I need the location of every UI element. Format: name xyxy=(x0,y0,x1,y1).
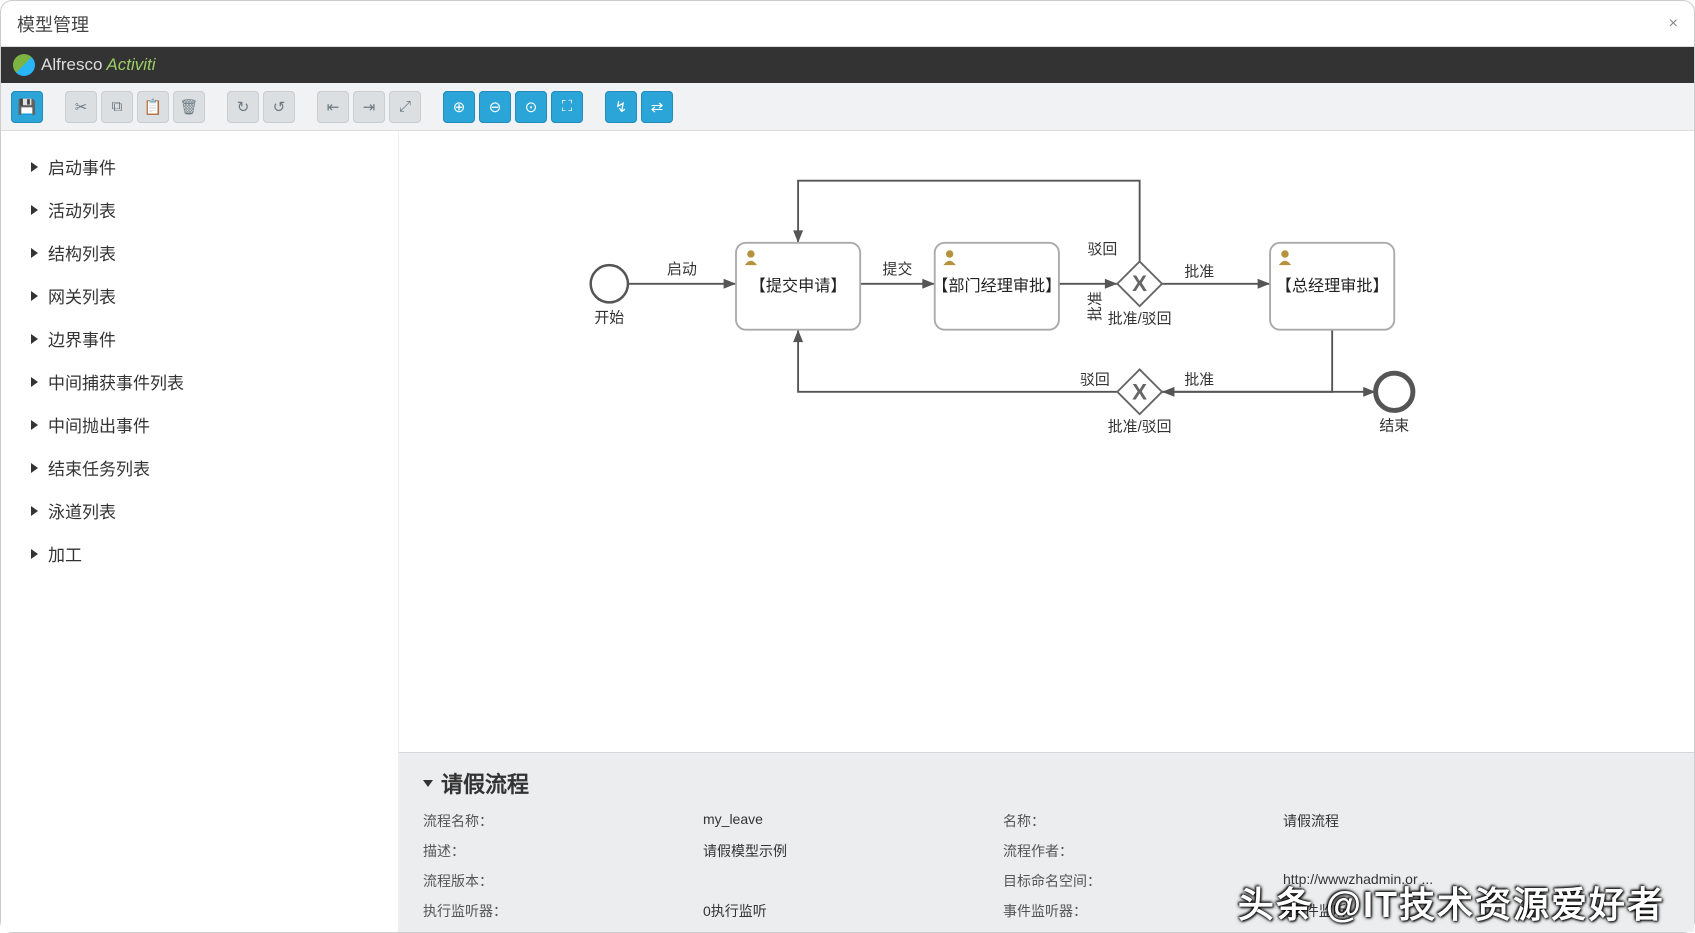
copy-icon[interactable]: ⧉ xyxy=(101,91,133,123)
palette-category-0[interactable]: 启动事件 xyxy=(1,145,398,188)
properties-grid: 流程名称：my_leave名称：请假流程描述：请假模型示例流程作者： 流程版本： 目… xyxy=(423,811,1670,932)
svg-text:批准/驳回: 批准/驳回 xyxy=(1108,311,1172,328)
prop-value[interactable]: 0信号定义 xyxy=(703,931,1003,932)
svg-text:【部门经理审批】: 【部门经理审批】 xyxy=(932,277,1061,295)
svg-text:驳回: 驳回 xyxy=(1087,241,1117,258)
prop-label: 执行监听器： xyxy=(423,901,703,921)
svg-text:提交: 提交 xyxy=(883,260,913,278)
palette-category-1[interactable]: 活动列表 xyxy=(1,188,398,231)
properties-title[interactable]: 请假流程 xyxy=(423,767,1670,799)
palette-sidebar: 启动事件活动列表结构列表网关列表边界事件中间捕获事件列表中间抛出事件结束任务列表… xyxy=(1,131,399,932)
palette-category-8[interactable]: 泳道列表 xyxy=(1,489,398,532)
prop-label: 事件监听器： xyxy=(1003,901,1283,921)
bpmn-svg: 启动提交开始【提交申请】【部门经理审批】【总经理审批】X批准/驳回驳回批准批准X… xyxy=(399,131,1694,752)
prop-label: 目标命名空间： xyxy=(1003,871,1283,891)
palette-category-6[interactable]: 中间抛出事件 xyxy=(1,403,398,446)
zoom-in-icon[interactable]: ⊕ xyxy=(443,91,475,123)
prop-value[interactable]: my_leave xyxy=(703,811,1003,831)
prop-label: 流程作者： xyxy=(1003,841,1283,861)
brand-name-2: Activiti xyxy=(106,55,155,75)
window-title: 模型管理 xyxy=(17,11,89,37)
svg-text:X: X xyxy=(1132,379,1147,404)
bend-add-icon[interactable]: ↯ xyxy=(605,91,637,123)
prop-label: 流程名称： xyxy=(423,811,703,831)
svg-text:批准: 批准 xyxy=(1184,371,1214,388)
prop-value[interactable]: 0事件监听 xyxy=(1283,901,1583,921)
canvas-wrap: 启动提交开始【提交申请】【部门经理审批】【总经理审批】X批准/驳回驳回批准批准X… xyxy=(399,131,1694,932)
svg-text:X: X xyxy=(1132,271,1147,296)
properties-panel: 请假流程 流程名称：my_leave名称：请假流程描述：请假模型示例流程作者：流… xyxy=(399,752,1694,932)
cut-icon[interactable]: ✂ xyxy=(65,91,97,123)
palette-category-5[interactable]: 中间捕获事件列表 xyxy=(1,360,398,403)
size-icon[interactable]: ⤢ xyxy=(389,91,421,123)
prop-value[interactable]: 请假模型示例 xyxy=(703,841,1003,861)
zoom-fit-icon[interactable]: ⛶ xyxy=(551,91,583,123)
prop-label: 名称： xyxy=(1003,811,1283,831)
save-icon[interactable]: 💾 xyxy=(11,91,43,123)
svg-text:【总经理审批】: 【总经理审批】 xyxy=(1276,277,1389,295)
delete-icon[interactable]: 🗑 xyxy=(173,91,205,123)
prop-value[interactable]: 0执行监听 xyxy=(703,901,1003,921)
palette-category-2[interactable]: 结构列表 xyxy=(1,231,398,274)
prop-value[interactable]: 请假流程 xyxy=(1283,811,1583,831)
brand-logo-icon xyxy=(13,54,35,76)
prop-label: 描述： xyxy=(423,841,703,861)
prop-value[interactable] xyxy=(1283,841,1583,861)
svg-text:批准/驳回: 批准/驳回 xyxy=(1108,419,1172,436)
palette-category-7[interactable]: 结束任务列表 xyxy=(1,446,398,489)
zoom-actual-icon[interactable]: ⊙ xyxy=(515,91,547,123)
palette-category-3[interactable]: 网关列表 xyxy=(1,274,398,317)
svg-text:批准: 批准 xyxy=(1087,291,1104,321)
align-right-icon[interactable]: ⇥ xyxy=(353,91,385,123)
svg-text:开始: 开始 xyxy=(594,309,624,326)
prop-label: 信号定义： xyxy=(423,931,703,932)
paste-icon[interactable]: 📋 xyxy=(137,91,169,123)
palette-category-9[interactable]: 加工 xyxy=(1,532,398,575)
align-left-icon[interactable]: ⇤ xyxy=(317,91,349,123)
close-icon[interactable]: × xyxy=(1669,15,1678,33)
svg-text:【提交申请】: 【提交申请】 xyxy=(750,277,847,295)
prop-label: 流程版本： xyxy=(423,871,703,891)
svg-text:批准: 批准 xyxy=(1184,263,1214,280)
svg-text:启动: 启动 xyxy=(667,261,697,278)
window-titlebar: 模型管理 × xyxy=(1,1,1694,47)
undo-icon[interactable]: ↺ xyxy=(263,91,295,123)
svg-text:驳回: 驳回 xyxy=(1080,371,1110,388)
palette-category-4[interactable]: 边界事件 xyxy=(1,317,398,360)
brand-name-1: Alfresco xyxy=(41,55,102,75)
prop-label: 消息定义： xyxy=(1003,931,1283,932)
bpmn-canvas[interactable]: 启动提交开始【提交申请】【部门经理审批】【总经理审批】X批准/驳回驳回批准批准X… xyxy=(399,131,1694,752)
prop-value[interactable]: 0消息定义 xyxy=(1283,931,1583,932)
bend-remove-icon[interactable]: ⇄ xyxy=(641,91,673,123)
svg-text:结束: 结束 xyxy=(1379,417,1409,434)
prop-value[interactable]: http://wwwzhadmin.or ... xyxy=(1283,871,1583,891)
editor-body: 启动事件活动列表结构列表网关列表边界事件中间捕获事件列表中间抛出事件结束任务列表… xyxy=(1,131,1694,932)
redo-icon[interactable]: ↻ xyxy=(227,91,259,123)
prop-value[interactable] xyxy=(703,871,1003,891)
brand-bar: Alfresco Activiti xyxy=(1,47,1694,83)
editor-toolbar: 💾 ✂⧉📋🗑 ↻↺ ⇤⇥⤢ ⊕⊖⊙⛶ ↯⇄ xyxy=(1,83,1694,131)
zoom-out-icon[interactable]: ⊖ xyxy=(479,91,511,123)
